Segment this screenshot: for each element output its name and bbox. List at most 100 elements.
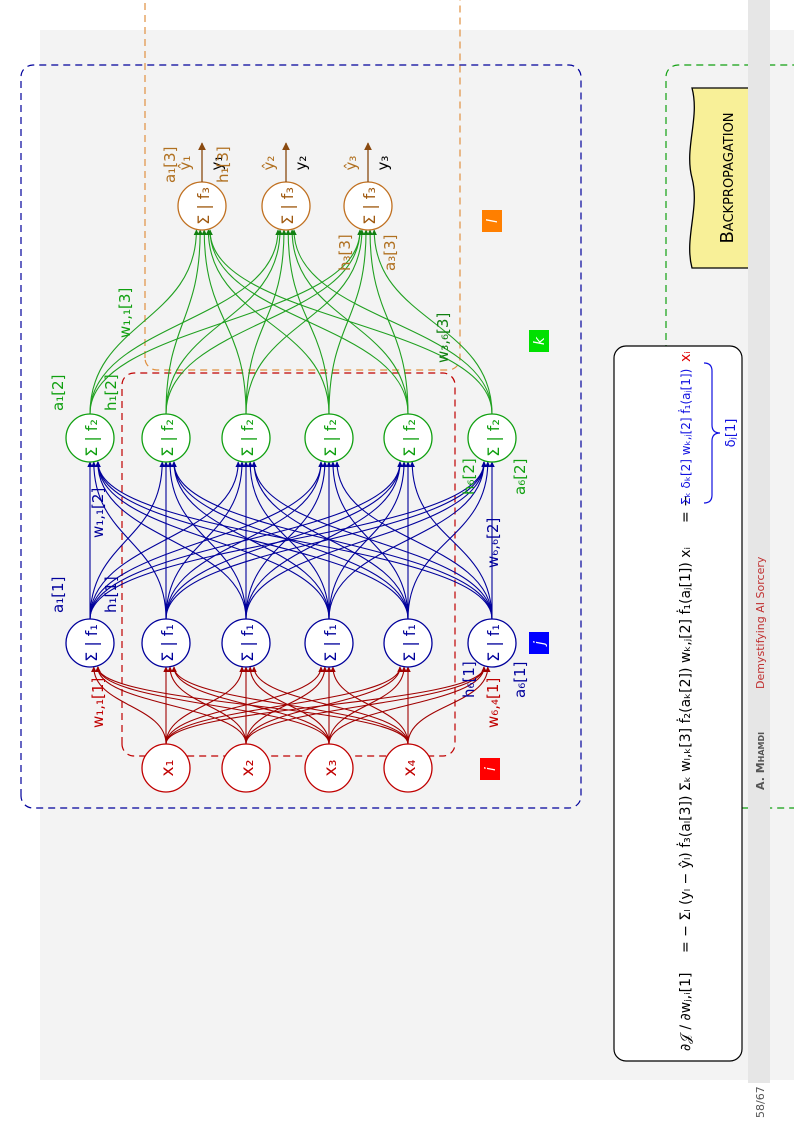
y-label: y₂ xyxy=(292,156,310,171)
output-layer-box xyxy=(144,0,461,371)
connection-edge xyxy=(245,666,328,745)
talk-title: Demystifying AI Sorcery xyxy=(754,556,767,689)
hidden1-node-label: Σ | f₁ xyxy=(82,624,101,662)
yhat-label: ŷ₂ xyxy=(260,156,278,171)
connection-edge xyxy=(207,229,493,415)
connection-edge xyxy=(165,666,403,745)
connection-edge xyxy=(367,229,409,415)
w2-last-label: w₆,₆[2] xyxy=(484,518,502,568)
h3-first-label: h₁[3] xyxy=(214,146,232,183)
hidden1-node: Σ | f₁ xyxy=(467,618,517,668)
hidden2-node: Σ | f₂ xyxy=(141,413,191,463)
output-node: Σ | f₃ xyxy=(177,181,227,231)
input-layer-box xyxy=(121,372,456,757)
hidden2-node: Σ | f₂ xyxy=(304,413,354,463)
connection-edge xyxy=(407,461,491,620)
hidden1-node-label: Σ | f₁ xyxy=(158,624,177,662)
page-number: 58/67 xyxy=(754,1086,767,1118)
connection-edge xyxy=(165,229,283,415)
connection-edge xyxy=(89,461,403,620)
formula-box: ∂𝒥 / ∂wⱼ,ᵢ[1] = − Σₗ (yₗ − ŷₗ) ḟ₃(aₗ[3])… xyxy=(613,345,743,1062)
hidden2-node-label: Σ | f₂ xyxy=(484,419,503,457)
edges-hidden2-output xyxy=(89,229,493,415)
connection-edge xyxy=(245,666,487,745)
connection-edge xyxy=(245,461,487,620)
input-node: x₂ xyxy=(221,743,271,793)
connection-edge xyxy=(245,229,365,415)
a2-last-label: a₆[2] xyxy=(511,459,529,495)
h1-first-label: h₁[1] xyxy=(102,576,120,613)
output-node: Σ | f₃ xyxy=(343,181,393,231)
connection-edge xyxy=(245,461,403,620)
output-node-label: Σ | f₃ xyxy=(194,187,213,225)
connection-edge xyxy=(89,461,165,620)
footer-bar xyxy=(748,0,770,1083)
index-i-text: i xyxy=(483,767,499,771)
hidden2-node: Σ | f₂ xyxy=(221,413,271,463)
author: A. Mhamdi xyxy=(754,732,767,790)
connection-edge xyxy=(245,229,287,415)
connection-edge xyxy=(165,229,203,415)
w3-first-label: w₁,₁[3] xyxy=(116,288,134,338)
connection-edge xyxy=(165,666,324,745)
h2-first-label: h₁[2] xyxy=(102,374,120,411)
connection-edge xyxy=(371,229,493,415)
connection-edge xyxy=(91,666,167,745)
connection-edge xyxy=(330,666,409,745)
index-l-text: l xyxy=(485,219,501,223)
a2-first-label: a₁[2] xyxy=(49,375,67,411)
connection-edge xyxy=(251,461,493,620)
connection-edge xyxy=(89,229,281,415)
connection-edge xyxy=(167,666,247,745)
rotated-slide: x₁ x₂ x₃ x₄ Σ | f₁ Σ | f₁ Σ | f₁ xyxy=(20,0,794,1118)
connection-edge xyxy=(334,461,493,620)
hidden2-node-label: Σ | f₂ xyxy=(158,419,177,457)
connection-edge xyxy=(165,461,324,620)
title: Backpropagation xyxy=(717,112,738,243)
index-badge-l: l xyxy=(482,210,502,232)
input-node: x₄ xyxy=(383,743,433,793)
edges-input-hidden1 xyxy=(91,666,491,745)
h3-last-label: h₃[3] xyxy=(336,234,354,271)
formula-part2: = − xyxy=(678,495,694,523)
w1-first-label: w₁,₁[1] xyxy=(89,678,107,728)
formula-part4: xᵢ xyxy=(678,351,694,362)
hidden2-node: Σ | f₂ xyxy=(467,413,517,463)
hidden1-node: Σ | f₁ xyxy=(221,618,271,668)
index-j-text: j xyxy=(532,641,548,647)
connection-edge xyxy=(207,229,409,415)
input-label: x₃ xyxy=(321,760,341,777)
connection-edge xyxy=(245,666,403,745)
connection-edge xyxy=(328,666,407,745)
yhat-label: ŷ₃ xyxy=(342,156,360,171)
connection-edge xyxy=(330,461,409,620)
h1-last-label: h₆[1] xyxy=(460,661,478,698)
output-node-label: Σ | f₃ xyxy=(360,187,379,225)
hidden1-layer-box xyxy=(20,64,582,809)
w1-last-label: w₆,₄[1] xyxy=(484,678,502,728)
connection-edge xyxy=(165,461,487,620)
hidden1-node: Σ | f₁ xyxy=(383,618,433,668)
formula-lhs: ∂𝒥 / ∂wⱼ,ᵢ[1] xyxy=(678,973,694,1051)
a3-first-label: a₁[3] xyxy=(161,147,179,183)
connection-edge xyxy=(245,461,328,620)
connection-edge xyxy=(165,461,403,620)
input-label: x₂ xyxy=(238,760,258,777)
a1-first-label: a₁[1] xyxy=(49,577,67,613)
formula-part3: Σₖ δₖ[2] wₖ,ⱼ[2] ḟ₁(aⱼ[1]) xyxy=(677,369,693,505)
connection-edge xyxy=(95,666,330,745)
delta-brace xyxy=(703,362,721,504)
connection-edge xyxy=(165,666,245,745)
index-badge-k: k xyxy=(529,330,549,352)
connection-edge xyxy=(171,461,493,620)
hidden2-node-label: Σ | f₂ xyxy=(238,419,257,457)
connection-edge xyxy=(171,666,409,745)
hidden1-node-label: Σ | f₁ xyxy=(484,624,503,662)
connection-edge xyxy=(167,461,247,620)
input-node: x₃ xyxy=(304,743,354,793)
a1-last-label: a₆[1] xyxy=(511,662,529,698)
connection-edge xyxy=(89,229,200,415)
connection-edge xyxy=(95,461,493,620)
connection-edge xyxy=(407,666,491,745)
